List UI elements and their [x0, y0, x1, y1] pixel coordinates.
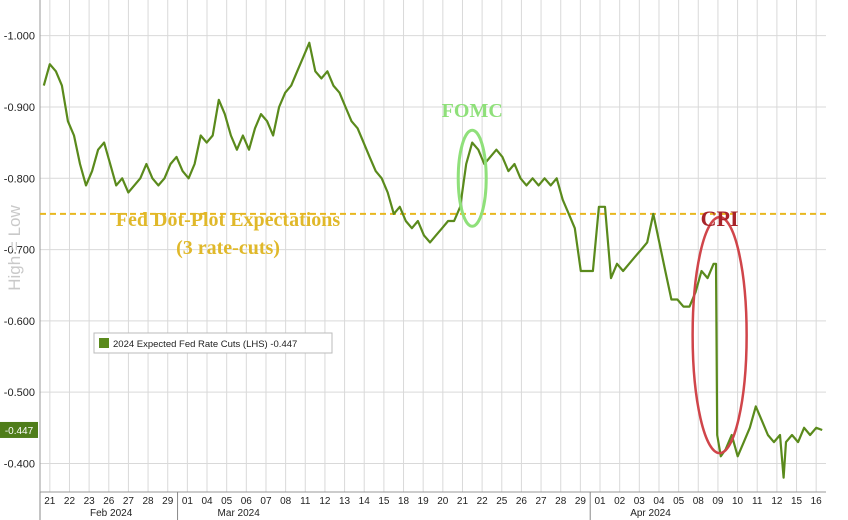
x-tick-label: 28: [555, 496, 567, 507]
x-tick-label: 25: [496, 496, 508, 507]
x-tick-label: 02: [614, 496, 626, 507]
x-tick-label: 18: [398, 496, 410, 507]
x-tick-label: 08: [693, 496, 705, 507]
x-tick-label: 04: [201, 496, 213, 507]
y-tick-label: -0.400: [4, 458, 35, 470]
x-tick-label: 26: [516, 496, 528, 507]
x-tick-label: 20: [437, 496, 449, 507]
y-tick-label: -0.500: [4, 387, 35, 399]
x-tick-label: 05: [221, 496, 233, 507]
annotation-layer: FOMC CPI Fed Dot-Plot Expectations (3 rate-…: [0, 100, 748, 455]
fomc-highlight-ring: [456, 128, 488, 228]
x-tick-label: 27: [123, 496, 135, 507]
side-axis-label: High = Low: [5, 205, 24, 291]
x-tick-label: 12: [319, 496, 331, 507]
x-tick-label: 15: [378, 496, 390, 507]
x-tick-label: 13: [339, 496, 351, 507]
legend-box: [93, 332, 333, 354]
dotplot-annotation-title: Fed Dot-Plot Expectations: [116, 209, 341, 231]
x-tick-label: 15: [791, 496, 803, 507]
month-label: Apr 2024: [630, 508, 671, 519]
x-tick-label: 29: [162, 496, 174, 507]
x-tick-label: 01: [182, 496, 194, 507]
y-tick-label: -1.000: [4, 31, 35, 43]
x-tick-label: 12: [771, 496, 783, 507]
fomc-label: FOMC: [442, 100, 503, 122]
x-tick-label: 01: [594, 496, 606, 507]
x-tick-label: 11: [752, 496, 763, 507]
x-tick-label: 16: [811, 496, 823, 507]
cpi-highlight-ring: [691, 215, 748, 455]
x-axis: 21 22 23 26 27 28 29 01 04 05 06 07 08 11 12 13 14 15 18 19…: [39, 492, 823, 520]
x-tick-label: 03: [634, 496, 646, 507]
x-tick-label: 22: [64, 496, 76, 507]
x-tick-label: 07: [260, 496, 272, 507]
x-tick-label: 19: [418, 496, 430, 507]
x-tick-label: 10: [732, 496, 744, 507]
y-tick-label: -0.600: [4, 316, 35, 328]
x-tick-label: 26: [103, 496, 115, 507]
last-value-badge-text: -0.447: [5, 426, 34, 437]
x-tick-label: 27: [536, 496, 548, 507]
x-tick-label: 21: [457, 496, 469, 507]
x-tick-label: 28: [143, 496, 155, 507]
x-tick-label: 21: [44, 496, 56, 507]
month-label: Feb 2024: [90, 508, 133, 519]
x-tick-label: 06: [241, 496, 253, 507]
legend-label: 2024 Expected Fed Rate Cuts (LHS) -0.447: [113, 339, 297, 350]
grid: [39, 0, 826, 493]
last-value-badge: [0, 421, 38, 438]
x-tick-label: 04: [653, 496, 665, 507]
series-line: [42, 41, 823, 479]
dotplot-annotation-subtitle: (3 rate-cuts): [176, 237, 280, 259]
x-tick-label: 14: [359, 496, 371, 507]
x-tick-label: 11: [300, 496, 311, 507]
legend-swatch: [99, 338, 109, 348]
y-tick-label: -0.900: [4, 102, 35, 114]
x-tick-label: 23: [84, 496, 96, 507]
cpi-label: CPI: [701, 206, 739, 231]
x-tick-label: 29: [575, 496, 587, 507]
y-axis: -1.000 -0.900 -0.800 -0.700 -0.600 -0.500 -0.4…: [4, 31, 35, 471]
series-layer: [40, 41, 826, 479]
x-tick-label: 08: [280, 496, 292, 507]
month-label: Mar 2024: [218, 508, 261, 519]
y-tick-label: -0.800: [4, 173, 35, 185]
y-tick-label: -0.700: [4, 245, 35, 257]
x-tick-label: 05: [673, 496, 685, 507]
x-tick-label: 22: [477, 496, 489, 507]
x-tick-label: 09: [712, 496, 724, 507]
